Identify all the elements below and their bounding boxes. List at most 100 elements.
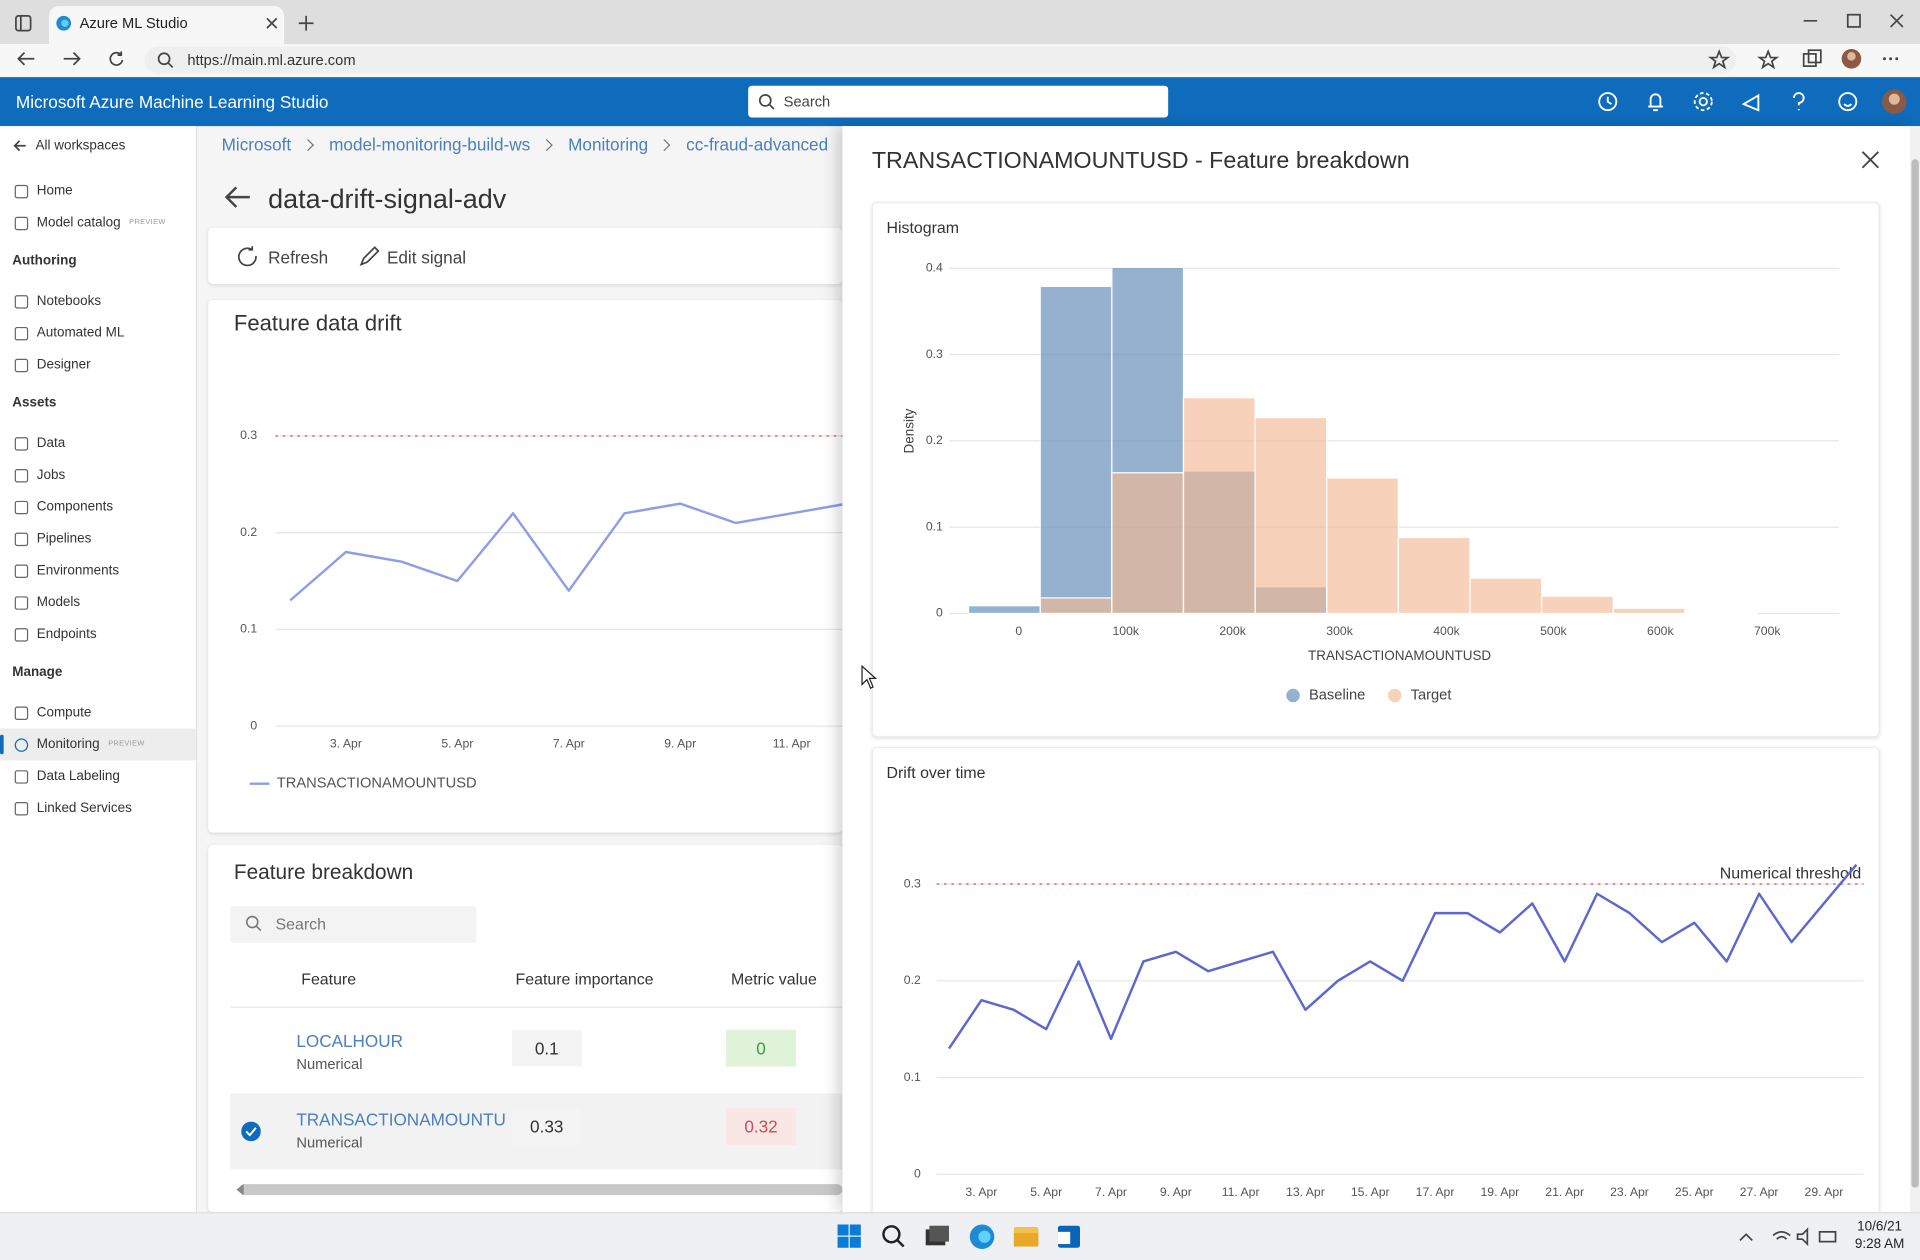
window-controls[interactable] [1800,12,1910,32]
breadcrumb-link[interactable]: Microsoft [221,134,292,155]
tab-actions-icon[interactable] [15,15,32,32]
x-tick-label: 100k [1112,624,1139,638]
browser-tab[interactable] [48,6,285,45]
column-header[interactable]: Metric value [731,969,817,989]
page-title: data-drift-signal-adv [268,183,507,215]
sidebar-item[interactable]: Notebooks [0,285,196,317]
histogram-bar [1039,597,1113,615]
x-tick-label: 9. Apr [1160,1185,1192,1199]
sidebar-label: Jobs [36,467,66,483]
legend-label[interactable]: TRANSACTIONAMOUNTUSD [277,776,477,792]
sidebar-item[interactable]: Compute [0,697,196,729]
sidebar-item[interactable]: Pipelines [0,523,196,555]
all-workspaces-link[interactable]: All workspaces [35,138,126,154]
x-tick-label: 17. Apr [1416,1185,1455,1199]
sidebar-item[interactable]: Components [0,491,196,523]
toolbar-icons [237,246,380,267]
taskbar-date: 10/6/21 [1857,1219,1903,1235]
sidebar-icon [14,294,29,308]
taskbar-apps[interactable] [836,1222,1093,1251]
legend-label[interactable]: Target [1411,687,1452,703]
sidebar-item[interactable]: Environments [0,555,196,587]
sidebar-icon [14,737,29,752]
column-header[interactable]: Feature [301,969,357,989]
v-scrollbar-thumb[interactable] [1911,159,1919,1188]
breadcrumb-link[interactable]: cc-fraud-advanced [686,134,829,155]
feature-search[interactable] [230,906,477,943]
back-button[interactable] [223,184,252,211]
tab-bar [0,0,1920,45]
h-scrollbar[interactable] [238,1184,843,1196]
sidebar-icon [14,627,29,642]
feature-name[interactable]: LOCALHOUR [296,1031,404,1051]
sidebar-item[interactable]: Model catalog PREVIEW [0,207,196,239]
x-tick-label: 300k [1326,624,1353,638]
edit-signal-button[interactable]: Edit signal [386,247,467,267]
refresh-button[interactable]: Refresh [268,247,329,267]
browser-toolbar-icons[interactable] [1708,48,1910,71]
sidebar-item[interactable]: Designer [0,349,196,381]
sidebar-item[interactable]: Data Labeling [0,760,196,792]
sidebar-item[interactable]: Linked Services [0,792,196,824]
site-info-icon[interactable] [157,51,174,68]
threshold-label: Numerical threshold [1720,865,1861,882]
x-tick-label: 500k [1540,624,1567,638]
tab-close[interactable] [266,17,278,29]
taskbar [0,1212,1920,1260]
breadcrumb-link[interactable]: Monitoring [568,134,649,155]
importance-chip: 0.33 [511,1108,582,1145]
y-tick-label: 0.1 [904,1070,921,1084]
chart-title: Drift over time [887,765,986,782]
row-check[interactable] [241,1121,261,1142]
url-box[interactable] [144,46,1737,74]
sidebar-item[interactable]: Home [0,175,196,207]
system-tray[interactable] [1736,1224,1846,1248]
scroll-left[interactable] [234,1183,246,1196]
histogram-bar [1039,285,1113,615]
sidebar-item[interactable]: Automated ML [0,317,196,349]
sidebar [0,126,198,1213]
y-tick-label: 0.3 [904,876,921,890]
x-tick-label: 5. Apr [441,737,473,751]
sidebar-section: Authoring [12,253,77,269]
search-icon [758,94,775,110]
header-icons[interactable] [1592,88,1913,115]
breadcrumb-link[interactable]: model-monitoring-build-ws [329,134,531,155]
sidebar-item[interactable]: Data [0,427,196,459]
series-line [947,863,1858,1050]
sidebar-icon [14,326,29,340]
legend-label[interactable]: Baseline [1309,687,1365,703]
feature-name[interactable]: TRANSACTIONAMOUNTU [296,1109,506,1129]
feature-data-drift-card [208,300,843,833]
panel-close[interactable] [1861,151,1880,169]
sidebar-label: Models [36,595,81,610]
global-search[interactable] [748,85,1169,118]
series-line [289,502,848,602]
drift-over-time-card [871,746,1880,1240]
sidebar-item[interactable]: Endpoints [0,618,196,650]
sidebar-label: Home [36,183,73,199]
sidebar-icon [14,500,29,514]
sidebar-label: Compute [36,705,92,720]
sidebar-label: Components [36,499,114,515]
x-tick-label: 7. Apr [1095,1185,1127,1199]
sidebar-item[interactable]: Monitoring PREVIEW [0,728,196,761]
chart-title: Histogram [887,220,959,237]
x-tick-label: 25. Apr [1675,1185,1714,1199]
nav-buttons[interactable] [15,50,137,70]
sidebar-item[interactable]: Jobs [0,459,196,491]
new-tab[interactable] [298,15,315,32]
app-title[interactable]: Microsoft Azure Machine Learning Studio [15,91,329,112]
x-tick-label: 400k [1433,624,1460,638]
x-tick-label: 700k [1754,624,1781,638]
y-tick-label: 0.1 [926,519,943,533]
y-tick-label: 0 [936,606,943,620]
sidebar-icon [14,436,29,450]
sidebar-item[interactable]: Models [0,587,196,619]
column-header[interactable]: Feature importance [515,969,654,989]
sidebar-section: Assets [12,395,57,411]
x-tick-label: 29. Apr [1805,1185,1844,1199]
sidebar-icon [14,358,29,372]
